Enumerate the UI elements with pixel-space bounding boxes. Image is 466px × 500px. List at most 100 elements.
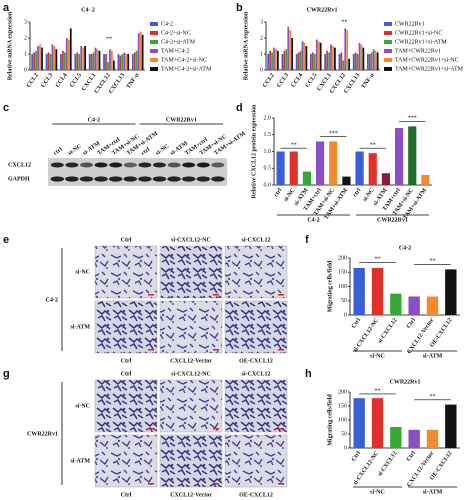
bar [111,50,113,70]
bar [92,52,95,70]
x-tick-label: CCL2 [262,72,276,88]
y-tick-label: 200 [338,255,347,261]
band [138,162,152,168]
band [196,162,210,168]
bar [121,54,124,70]
band [65,162,79,168]
bar [283,50,286,70]
blot-group: C4-2 [88,117,100,123]
bar [328,52,330,70]
bar [381,173,390,185]
x-tick-label: CCL3 [276,72,290,88]
bar [137,33,140,70]
legend-label: C4-2+si-NC [161,30,191,36]
bar [88,54,91,70]
legend-swatch [150,31,158,35]
bar [267,54,270,70]
bar [67,39,70,70]
x-tick-label: Ctrl [406,317,417,329]
bar [117,54,120,70]
chart-title: C4- 2 [81,7,95,13]
lane-label: si-NC [155,143,170,156]
legend-label: TAM+C4-2+si-NC [161,57,207,63]
legend-swatch [384,58,392,62]
group-label: si-NC [370,353,385,359]
bar [353,398,365,448]
x-tick-label: si-CXCL12 [377,317,399,344]
bar [139,31,142,71]
legend-label: C4-2 [161,21,173,27]
bar [289,30,292,70]
band-label: GAPDH [8,176,30,182]
row-label: si-NC [75,269,90,275]
bar [374,50,377,70]
bar [360,44,363,70]
column-label: CXCL12-Vector [170,358,212,364]
micrograph [224,379,288,433]
bar [76,52,79,70]
band [123,162,137,168]
bar [316,141,325,185]
band [108,176,123,182]
micrograph [94,379,158,433]
scale-bar [278,428,284,430]
x-tick-label: CCL2 [26,72,40,88]
legend-label: CWR22Rv1 [395,21,425,27]
band [94,176,108,182]
panel-label: e [3,234,9,246]
y-tick-label: 100 [338,284,347,290]
bar [324,54,327,70]
bar [35,50,37,70]
bar [408,429,420,448]
bar [287,26,290,70]
band [167,176,181,182]
bar [340,52,343,70]
band [211,162,225,168]
legend-swatch [384,22,392,26]
micrograph [159,300,223,354]
scale-bar [213,483,219,485]
scale-bar [148,294,154,296]
bar [330,44,332,70]
bar [445,404,457,448]
scale-bar [148,349,154,351]
bar [84,46,87,70]
bar [80,46,83,70]
y-tick-label: 0 [24,67,27,73]
y-tick-label: 100 [338,417,347,423]
bar [63,52,66,70]
x-tick-label: CCL3 [40,72,54,88]
x-tick-label: si-CXCL12 [377,450,399,477]
scale-bar [213,349,219,351]
bar [367,54,369,70]
bar [127,54,130,70]
group-label: CWR22Rv1 [377,217,408,223]
micrograph [94,245,158,299]
significance: ** [370,143,376,149]
bar [109,49,111,70]
micrograph [159,245,223,299]
bar [119,55,122,70]
bar [355,151,364,185]
legend-swatch [384,49,392,53]
bar [326,50,328,70]
scale-bar [148,483,154,485]
bar [74,54,77,70]
x-tick-label: ctrl [352,187,362,198]
bar [49,54,52,70]
band [152,176,167,182]
y-tick-label: 200 [338,389,347,395]
panel-label: f [305,234,309,246]
significance: ** [375,388,381,394]
band-label: CXCL12 [8,162,31,168]
bar [33,52,36,70]
bar [289,151,298,185]
legend-swatch [150,49,158,53]
bar [291,38,294,70]
y-tick-label: 3 [260,19,263,25]
column-label: Ctrl [121,492,132,498]
bar [45,54,48,70]
bar [311,52,314,70]
legend-swatch [384,40,392,44]
